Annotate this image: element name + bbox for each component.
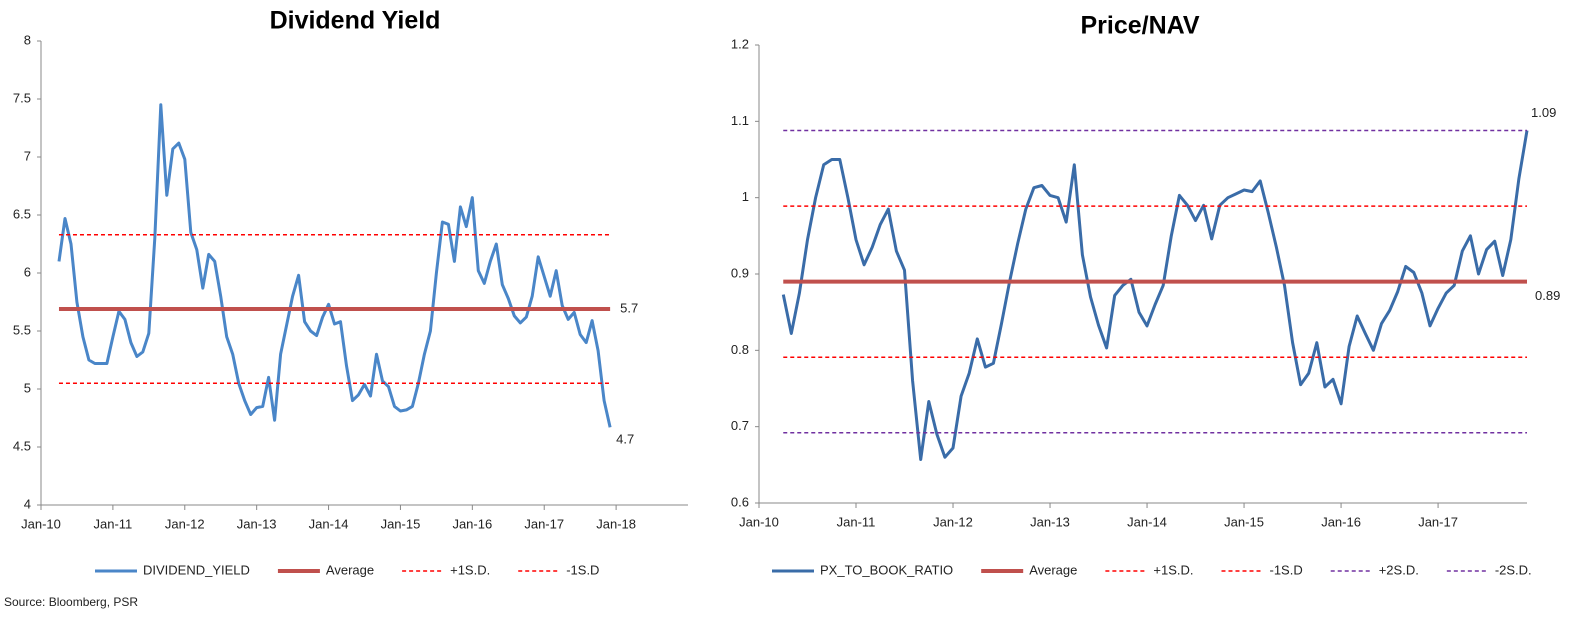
y-tick-label: 1 (742, 189, 749, 204)
y-tick-label: 0.6 (731, 494, 749, 509)
reference-label: 0.89 (1535, 288, 1560, 303)
y-tick-label: 0.7 (731, 418, 749, 433)
y-tick-label: 7 (24, 148, 31, 163)
legend-label: -1S.D (566, 562, 599, 577)
reference-label: 5.7 (620, 300, 638, 315)
x-tick-label: Jan-17 (1418, 514, 1458, 529)
x-tick-label: Jan-10 (739, 514, 779, 529)
legend-label: Average (326, 562, 374, 577)
y-tick-label: 8 (24, 32, 31, 47)
y-tick-label: 5 (24, 380, 31, 395)
x-tick-label: Jan-14 (309, 516, 349, 531)
y-tick-label: 1.1 (731, 113, 749, 128)
x-tick-label: Jan-16 (1321, 514, 1361, 529)
y-tick-label: 7.5 (13, 90, 31, 105)
data-line (781, 130, 1529, 461)
y-tick-label: 6 (24, 264, 31, 279)
legend-label: PX_TO_BOOK_RATIO (820, 562, 953, 577)
x-tick-label: Jan-17 (524, 516, 564, 531)
chart-title: Price/NAV (1080, 12, 1199, 40)
legend-label: DIVIDEND_YIELD (143, 562, 250, 577)
x-tick-label: Jan-18 (596, 516, 636, 531)
legend-label: +2S.D. (1379, 562, 1419, 577)
chart-title: Dividend Yield (270, 7, 441, 35)
x-tick-label: Jan-12 (165, 516, 205, 531)
source-note: Source: Bloomberg, PSR (4, 595, 138, 609)
x-tick-label: Jan-13 (1030, 514, 1070, 529)
x-tick-label: Jan-11 (93, 516, 132, 531)
legend-label: -2S.D. (1495, 562, 1532, 577)
annotation: 4.7 (616, 432, 634, 447)
x-tick-label: Jan-13 (237, 516, 277, 531)
x-tick-label: Jan-12 (933, 514, 973, 529)
legend-label: Average (1029, 562, 1077, 577)
y-tick-label: 0.9 (731, 265, 749, 280)
y-tick-label: 4 (24, 496, 31, 511)
legend-label: +1S.D. (1153, 562, 1193, 577)
legend-label: +1S.D. (450, 562, 490, 577)
y-tick-label: 0.8 (731, 342, 749, 357)
x-tick-label: Jan-15 (381, 516, 421, 531)
x-tick-label: Jan-14 (1127, 514, 1167, 529)
y-tick-label: 5.5 (13, 322, 31, 337)
x-tick-label: Jan-11 (837, 514, 876, 529)
y-tick-label: 6.5 (13, 206, 31, 221)
x-tick-label: Jan-16 (452, 516, 492, 531)
y-tick-label: 4.5 (13, 438, 31, 453)
x-tick-label: Jan-10 (21, 516, 61, 531)
legend-label: -1S.D (1269, 562, 1302, 577)
y-tick-label: 1.2 (731, 36, 749, 51)
data-line (57, 103, 612, 428)
x-tick-label: Jan-15 (1224, 514, 1264, 529)
annotation: 1.09 (1531, 105, 1556, 120)
